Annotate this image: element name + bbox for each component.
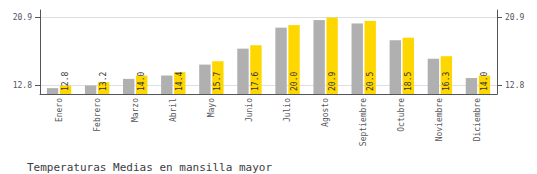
svg-text:Diciembre: Diciembre [473, 98, 482, 142]
svg-text:20.9: 20.9 [505, 13, 524, 22]
svg-text:16.3: 16.3 [442, 72, 451, 91]
svg-text:15.7: 15.7 [213, 72, 222, 91]
svg-text:12.8: 12.8 [505, 81, 524, 90]
svg-text:Octubre: Octubre [397, 98, 406, 132]
svg-text:18.5: 18.5 [404, 72, 413, 91]
svg-text:14.0: 14.0 [137, 72, 146, 91]
svg-text:Julio: Julio [283, 98, 292, 122]
svg-text:14.0: 14.0 [480, 72, 489, 91]
svg-text:20.9: 20.9 [13, 13, 32, 22]
svg-text:13.2: 13.2 [99, 72, 108, 91]
svg-text:Abril: Abril [169, 98, 178, 122]
svg-text:Mayo: Mayo [207, 98, 216, 117]
svg-text:14.4: 14.4 [175, 72, 184, 91]
svg-text:20.0: 20.0 [290, 72, 299, 91]
svg-text:20.9: 20.9 [328, 72, 337, 91]
svg-text:Septiembre: Septiembre [359, 98, 368, 146]
svg-text:Temperaturas Medias en mansill: Temperaturas Medias en mansilla mayor [27, 161, 272, 174]
svg-text:Febrero: Febrero [93, 98, 102, 132]
svg-text:Marzo: Marzo [131, 98, 140, 122]
svg-text:17.6: 17.6 [251, 72, 260, 91]
svg-text:20.5: 20.5 [366, 72, 375, 91]
svg-text:Noviembre: Noviembre [435, 98, 444, 142]
svg-text:Agosto: Agosto [321, 98, 330, 127]
svg-text:12.8: 12.8 [61, 72, 70, 91]
svg-text:Junio: Junio [245, 98, 254, 122]
svg-text:Enero: Enero [55, 98, 64, 122]
svg-text:12.8: 12.8 [13, 81, 32, 90]
